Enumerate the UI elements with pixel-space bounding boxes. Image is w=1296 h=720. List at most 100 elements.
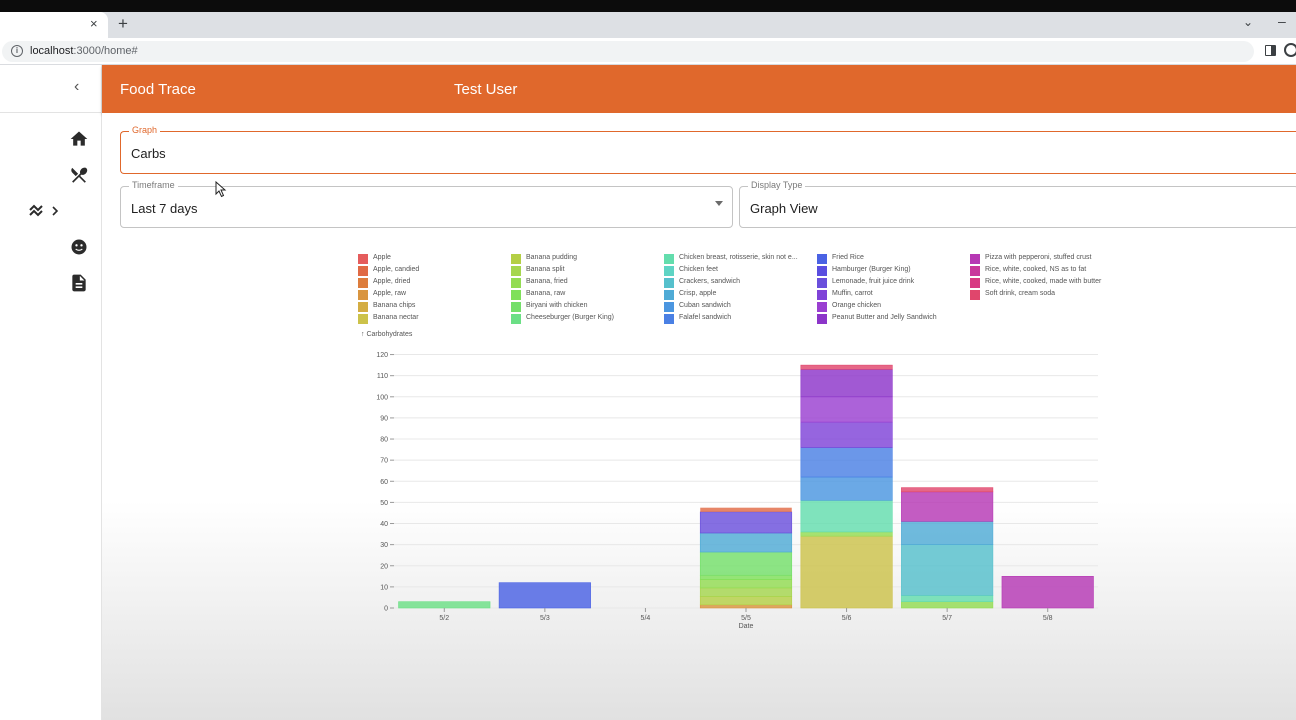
- bar-segment: [699, 579, 793, 589]
- bar-segment: [1001, 576, 1094, 609]
- bar-segment: [901, 491, 994, 522]
- legend-label: Orange chicken: [832, 302, 882, 309]
- x-axis-label: Date: [739, 623, 754, 630]
- bar-segment: [398, 601, 491, 609]
- browser-tab-strip: × + ⌄ –: [0, 12, 1296, 38]
- graph-select[interactable]: Graph Carbs: [120, 125, 1296, 174]
- timeframe-value: Last 7 days: [131, 201, 198, 216]
- y-tick-label: 60: [380, 479, 388, 486]
- y-tick-label: 70: [380, 458, 388, 465]
- carbs-stacked-bar-chart: ↑ Carbohydrates 0 10 20 30 40 50 60 70 80 90 100 110…: [361, 331, 1098, 630]
- bar-segment: [800, 447, 893, 478]
- bar-segment: [699, 604, 793, 609]
- x-tick-label: 5/3: [540, 615, 550, 622]
- bar-segment: [901, 544, 994, 596]
- legend-swatch: [358, 254, 368, 264]
- legend-swatch: [358, 278, 368, 288]
- x-tick-label: 5/8: [1043, 615, 1053, 622]
- legend-swatch: [511, 278, 521, 288]
- new-tab-icon[interactable]: +: [118, 14, 128, 33]
- trending-icon[interactable]: [28, 201, 62, 223]
- legend-swatch: [817, 290, 827, 300]
- legend-label: Chicken breast, rotisserie, skin not e..…: [679, 254, 798, 261]
- collapse-drawer-icon[interactable]: ‹: [74, 78, 80, 95]
- legend-label: Cuban sandwich: [679, 302, 731, 309]
- tab-search-icon[interactable]: ⌄: [1243, 15, 1254, 29]
- close-tab-icon[interactable]: ×: [90, 16, 98, 31]
- y-tick-label: 40: [380, 521, 388, 528]
- bar-segment: [800, 364, 893, 370]
- y-tick-label: 10: [380, 584, 388, 591]
- bar-segment: [800, 421, 893, 448]
- legend-label: Banana chips: [373, 302, 416, 309]
- bar-segment: [901, 521, 994, 545]
- display-type-select[interactable]: Display Type Graph View: [739, 180, 1296, 228]
- legend-label: Falafel sandwich: [679, 314, 732, 321]
- legend-label: Chicken feet: [679, 266, 718, 273]
- bar-segment: [699, 574, 793, 580]
- display-type-value: Graph View: [750, 201, 818, 216]
- document-icon[interactable]: [69, 273, 91, 295]
- bar-segment: [700, 507, 792, 512]
- legend-swatch: [970, 290, 980, 300]
- legend-label: Apple: [373, 254, 391, 261]
- bar-segment: [800, 396, 893, 423]
- legend-swatch: [511, 254, 521, 264]
- legend-swatch: [817, 314, 827, 324]
- address-bar: i localhost:3000/home#: [0, 38, 1296, 65]
- side-panel-icon[interactable]: [1265, 45, 1276, 56]
- site-info-icon[interactable]: i: [11, 45, 23, 57]
- legend-label: Biryani with chicken: [526, 302, 588, 309]
- legend-label: Hamburger (Burger King): [832, 266, 911, 273]
- legend-label: Rice, white, cooked, made with butter: [985, 278, 1102, 285]
- bar-segment: [800, 369, 893, 398]
- chart-legend: Apple Apple, candied Apple, dried Apple, ra…: [358, 253, 1138, 328]
- timeframe-select[interactable]: Timeframe Last 7 days: [120, 180, 733, 228]
- x-tick-label: 5/2: [439, 615, 449, 622]
- legend-label: Banana pudding: [526, 254, 577, 261]
- os-title-bar: [0, 0, 1296, 12]
- bar-segment: [699, 596, 793, 606]
- legend-swatch: [817, 266, 827, 276]
- y-tick-label: 80: [380, 437, 388, 444]
- profile-icon[interactable]: [1284, 43, 1296, 57]
- display-type-label: Display Type: [748, 180, 806, 190]
- graph-select-value: Carbs: [131, 146, 166, 161]
- y-tick-label: 90: [380, 415, 388, 422]
- bar-segment: [800, 531, 893, 537]
- url-text: localhost:3000/home#: [30, 45, 138, 57]
- legend-label: Banana, fried: [526, 278, 568, 285]
- legend-swatch: [511, 266, 521, 276]
- bar-segment: [699, 551, 793, 576]
- nav-drawer: ‹: [0, 65, 102, 720]
- main-content: Graph Carbs Timeframe Last 7 days Displa…: [102, 113, 1296, 720]
- x-tick-label: 5/6: [842, 615, 852, 622]
- legend-swatch: [817, 278, 827, 288]
- bar-segment: [901, 601, 994, 609]
- legend-label: Apple, raw: [373, 290, 407, 297]
- x-tick-label: 5/7: [942, 615, 952, 622]
- legend-label: Cheeseburger (Burger King): [526, 314, 614, 321]
- legend-label: Banana split: [526, 266, 565, 273]
- minimize-icon[interactable]: –: [1278, 13, 1286, 29]
- browser-tab[interactable]: ×: [0, 12, 108, 38]
- y-axis-label: ↑ Carbohydrates: [361, 331, 413, 338]
- legend-swatch: [511, 302, 521, 312]
- restaurant-icon[interactable]: [69, 165, 91, 187]
- y-tick-label: 20: [380, 563, 388, 570]
- legend-label: Pizza with pepperoni, stuffed crust: [985, 254, 1092, 261]
- legend-label: Lemonade, fruit juice drink: [832, 278, 915, 285]
- home-icon[interactable]: [69, 129, 91, 151]
- bar-segment: [699, 532, 793, 553]
- legend-swatch: [664, 278, 674, 288]
- legend-label: Soft drink, cream soda: [985, 290, 1056, 297]
- graph-select-label: Graph: [129, 125, 161, 135]
- legend-swatch: [970, 278, 980, 288]
- face-icon[interactable]: [69, 237, 91, 259]
- url-field[interactable]: i localhost:3000/home#: [2, 41, 1254, 62]
- legend-swatch: [970, 266, 980, 276]
- legend-label: Muffin, carrot: [832, 290, 873, 297]
- url-path: :3000/home#: [73, 45, 138, 57]
- y-tick-label: 30: [380, 542, 388, 549]
- y-tick-label: 50: [380, 500, 388, 507]
